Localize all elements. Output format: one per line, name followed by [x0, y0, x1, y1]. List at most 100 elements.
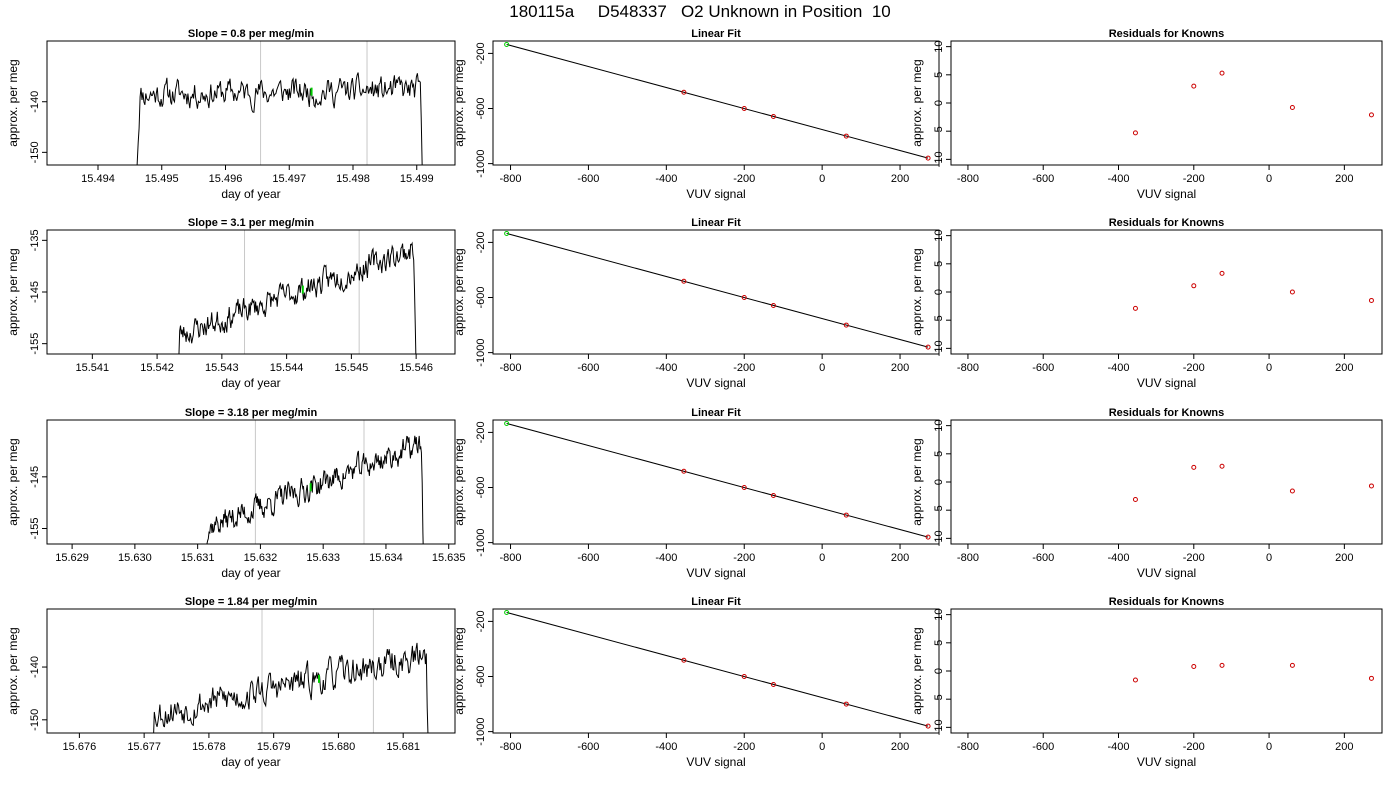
x-axis-label: day of year	[221, 566, 280, 580]
y-tick-label: -1000	[475, 150, 487, 178]
data-point	[1191, 663, 1197, 669]
x-axis-label: VUV signal	[686, 566, 745, 580]
x-axis-label: VUV signal	[1137, 376, 1196, 390]
fit-line	[506, 611, 929, 727]
y-tick-label: -1000	[475, 339, 487, 367]
panel-6: Residuals for Knowns -800 -600 -400 -200 0 200…	[910, 217, 1383, 390]
plot-area	[153, 642, 429, 733]
x-tick-label: 15.681	[386, 741, 420, 753]
x-tick-label: 15.542	[140, 362, 174, 374]
trace-line	[153, 642, 429, 733]
data-point	[925, 344, 931, 350]
data-point	[1132, 496, 1138, 502]
x-tick-label: -600	[577, 552, 599, 564]
panel-3: Residuals for Knowns -800 -600 -400 -200 0 200…	[910, 28, 1383, 201]
data-point	[1191, 283, 1197, 289]
x-tick-label: -200	[733, 552, 755, 564]
x-tick-label: 15.543	[205, 362, 239, 374]
fit-line	[506, 422, 929, 538]
x-tick-label: 15.495	[145, 173, 179, 185]
panel-title: Linear Fit	[691, 407, 741, 419]
x-axis-label: VUV signal	[1137, 566, 1196, 580]
data-point	[1132, 677, 1138, 683]
y-axis-label: approx. per meg	[6, 59, 20, 146]
x-axis-label: VUV signal	[686, 376, 745, 390]
data-point	[843, 701, 849, 707]
data-point	[770, 682, 776, 688]
data-point	[1368, 483, 1374, 489]
plot-area	[1132, 70, 1374, 136]
plot-frame	[492, 229, 940, 355]
y-tick-label: 5	[933, 72, 945, 78]
x-tick-label: -400	[655, 173, 677, 185]
x-tick-label: -800	[957, 173, 979, 185]
plot-area	[136, 72, 423, 165]
x-tick-label: 15.630	[118, 552, 152, 564]
y-tick-label: -135	[29, 229, 41, 251]
x-tick-label: -600	[577, 173, 599, 185]
data-point	[504, 609, 510, 615]
y-tick-label: -5	[933, 694, 945, 704]
plot-area	[504, 230, 931, 350]
fit-line	[506, 232, 929, 348]
y-tick-label: -1000	[475, 529, 487, 557]
x-tick-label: -200	[733, 173, 755, 185]
y-axis-label: approx. per meg	[6, 248, 20, 335]
x-axis-label: VUV signal	[686, 755, 745, 769]
plot-area	[206, 435, 424, 544]
y-tick-label: -155	[29, 517, 41, 539]
x-tick-label: -800	[957, 741, 979, 753]
x-tick-label: 200	[1335, 362, 1353, 374]
trace-line	[178, 241, 417, 354]
x-tick-label: 15.498	[336, 173, 370, 185]
y-tick-label: 0	[933, 479, 945, 485]
y-tick-label: -200	[475, 231, 487, 253]
y-tick-label: 5	[933, 640, 945, 646]
y-tick-label: -200	[475, 421, 487, 443]
x-tick-label: 15.499	[400, 173, 434, 185]
y-tick-label: -145	[29, 466, 41, 488]
x-tick-label: 15.494	[81, 173, 115, 185]
x-tick-label: 15.541	[76, 362, 110, 374]
y-tick-label: -600	[475, 665, 487, 687]
x-tick-label: 0	[819, 552, 825, 564]
panel-title: Residuals for Knowns	[1109, 217, 1225, 229]
x-tick-label: -800	[500, 552, 522, 564]
y-axis-label: approx. per meg	[452, 627, 466, 714]
x-tick-label: 15.680	[322, 741, 356, 753]
data-point	[770, 303, 776, 309]
y-tick-label: -150	[29, 709, 41, 731]
y-tick-label: 5	[933, 261, 945, 267]
panel-title: Linear Fit	[691, 596, 741, 608]
data-point	[925, 155, 931, 161]
data-point	[1219, 463, 1225, 469]
x-tick-label: -400	[1107, 362, 1129, 374]
y-axis-label: approx. per meg	[452, 438, 466, 525]
data-point	[843, 133, 849, 139]
x-tick-label: -800	[500, 362, 522, 374]
x-tick-label: 15.544	[270, 362, 304, 374]
x-tick-label: -200	[733, 741, 755, 753]
panel-11: Linear Fit -800 -600 -400 -200 0 200 -200 -600 -1…	[452, 596, 940, 769]
panel-title: Slope = 3.1 per meg/min	[188, 217, 315, 229]
x-tick-label: -400	[1107, 741, 1129, 753]
x-axis-label: VUV signal	[1137, 187, 1196, 201]
data-point	[1191, 83, 1197, 89]
x-tick-label: 15.677	[127, 741, 161, 753]
x-tick-label: -200	[1183, 362, 1205, 374]
y-tick-label: -600	[475, 97, 487, 119]
plot-frame	[46, 40, 456, 166]
y-axis-label: approx. per meg	[452, 59, 466, 146]
y-axis-label: approx. per meg	[452, 248, 466, 335]
plot-frame	[492, 40, 940, 166]
x-tick-label: -800	[957, 552, 979, 564]
y-axis-label: approx. per meg	[6, 627, 20, 714]
panel-7: Slope = 3.18 per meg/min 15.629 15.630 15.6…	[6, 407, 466, 580]
x-tick-label: 15.631	[181, 552, 215, 564]
x-tick-label: 15.679	[257, 741, 291, 753]
x-tick-label: 15.676	[63, 741, 97, 753]
x-tick-label: -400	[655, 741, 677, 753]
panel-title: Residuals for Knowns	[1109, 407, 1225, 419]
panel-9: Residuals for Knowns -800 -600 -400 -200 0 200…	[910, 407, 1383, 580]
